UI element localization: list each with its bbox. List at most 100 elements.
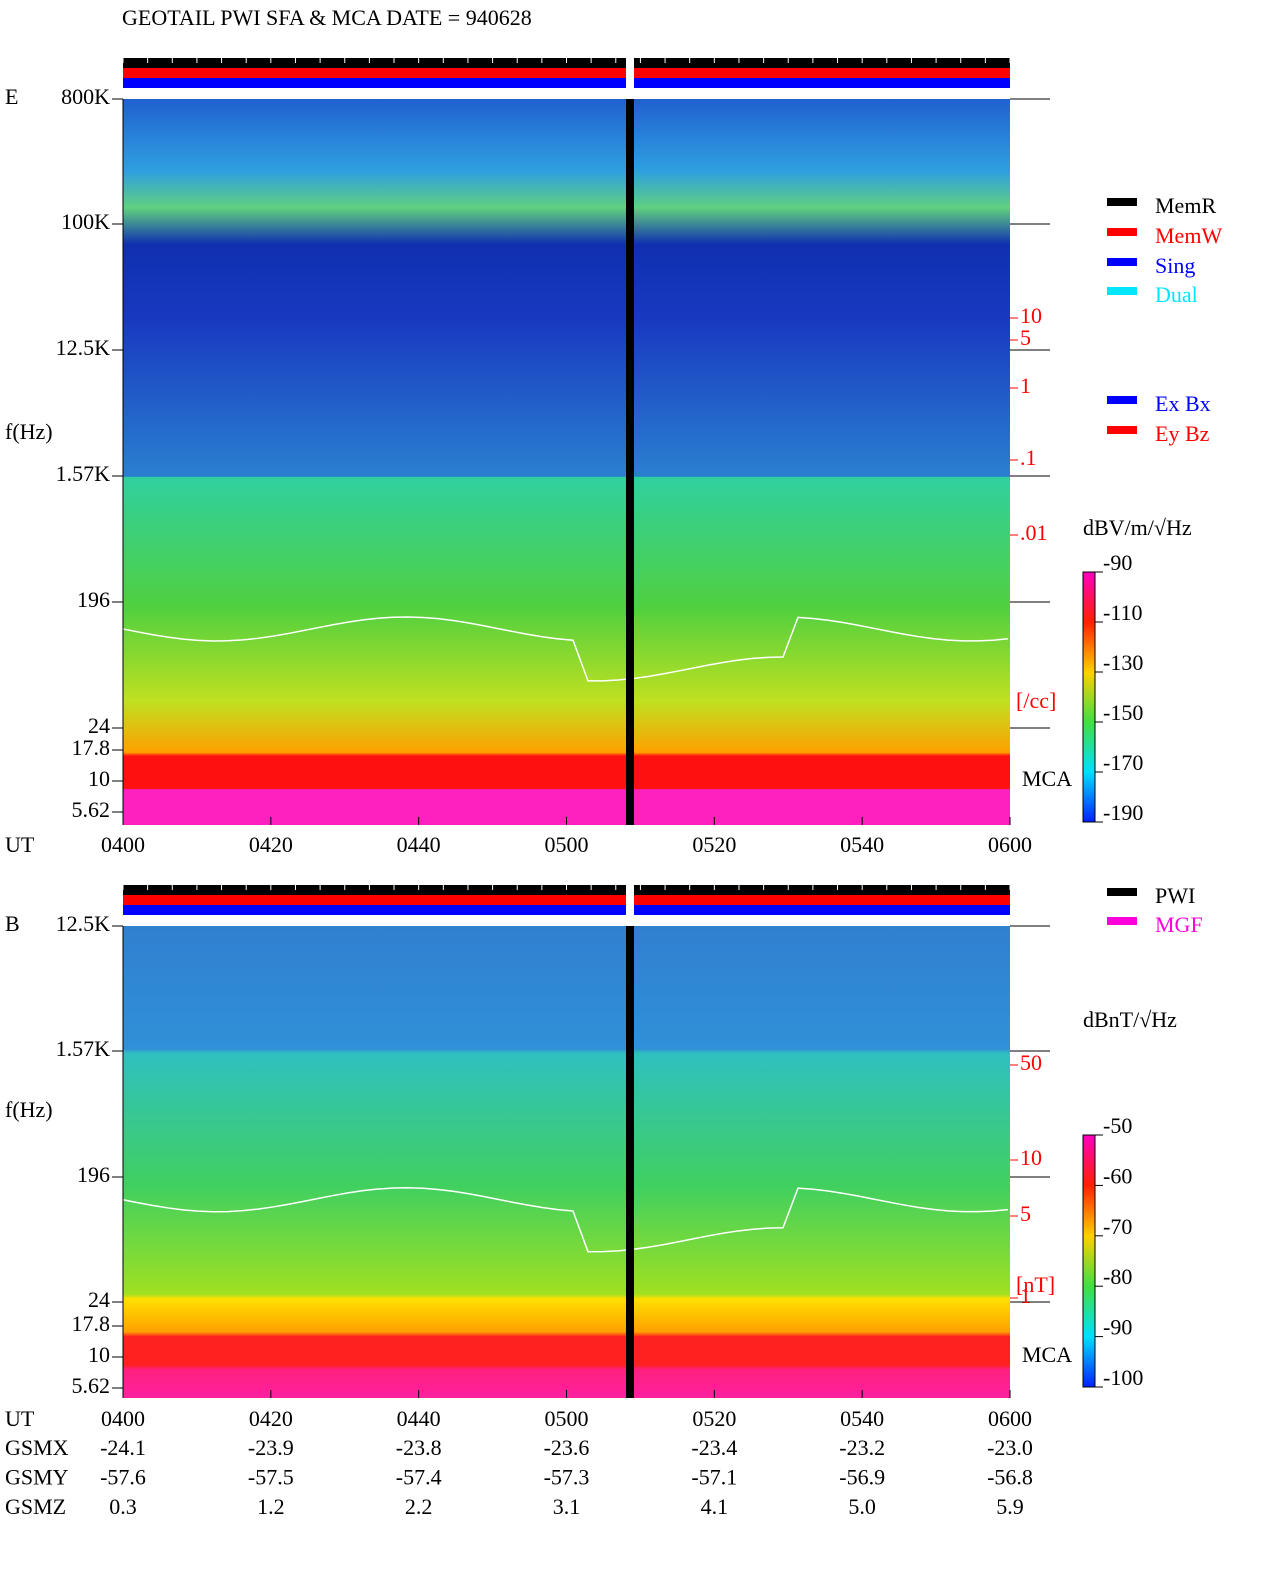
colorbar-tick-label: -150	[1103, 700, 1143, 725]
status-bar	[123, 905, 1010, 915]
status-gap	[626, 58, 634, 88]
y-axis-label: f(Hz)	[5, 419, 53, 444]
panel-label: E	[5, 84, 18, 109]
orbit-value: 3.1	[553, 1494, 581, 1519]
orbit-value: -23.0	[987, 1435, 1033, 1460]
panel-label: B	[5, 911, 20, 936]
density-tick-label: 1	[1020, 1283, 1031, 1308]
colorbar-tick-label: -50	[1103, 1113, 1132, 1138]
y-tick-label: 24	[88, 713, 110, 738]
legend-swatch	[1107, 888, 1137, 896]
legend-swatch	[1107, 426, 1137, 434]
status-bar	[123, 68, 1010, 78]
mca-label: MCA	[1022, 766, 1072, 791]
y-axis-label: f(Hz)	[5, 1097, 53, 1122]
orbit-value: 2.2	[405, 1494, 433, 1519]
x-tick-label: 0420	[249, 1406, 293, 1431]
colorbar-tick-label: -190	[1103, 800, 1143, 825]
spectrogram	[123, 926, 1010, 1398]
orbit-value: -57.3	[544, 1465, 590, 1490]
orbit-label: GSMY	[5, 1465, 69, 1490]
colorbar-tick-label: -100	[1103, 1365, 1143, 1390]
colorbar-tick-label: -110	[1103, 600, 1143, 625]
orbit-value: 5.0	[848, 1494, 876, 1519]
orbit-value: -23.9	[248, 1435, 294, 1460]
density-unit: [nT]	[1016, 1272, 1055, 1297]
status-bar	[123, 895, 1010, 905]
status-bar	[123, 78, 1010, 88]
density-tick-label: 10	[1020, 303, 1042, 328]
density-tick-label: 50	[1020, 1050, 1042, 1075]
y-tick-label: 196	[77, 587, 110, 612]
orbit-value: -23.4	[691, 1435, 737, 1460]
orbit-label: GSMZ	[5, 1494, 66, 1519]
x-tick-label: 0500	[545, 1406, 589, 1431]
density-trace	[122, 616, 1009, 682]
legend-swatch	[1107, 396, 1137, 404]
legend-label: Ex Bx	[1155, 391, 1211, 416]
mca-label: MCA	[1022, 1342, 1072, 1367]
orbit-label: GSMX	[5, 1435, 69, 1460]
x-axis-label: UT	[5, 832, 35, 857]
legend-swatch	[1107, 917, 1137, 925]
legend-label: Dual	[1155, 282, 1198, 307]
y-tick-label: 24	[88, 1287, 110, 1312]
legend-label: MemR	[1155, 193, 1216, 218]
chart-title: GEOTAIL PWI SFA & MCA DATE = 940628	[122, 5, 532, 30]
density-tick-label: 5	[1020, 1201, 1031, 1226]
x-axis-label: UT	[5, 1406, 35, 1431]
x-tick-label: 0500	[545, 832, 589, 857]
colorbar-title: dBV/m/√Hz	[1083, 515, 1192, 540]
data-gap	[626, 926, 634, 1398]
y-tick-label: 1.57K	[56, 1036, 111, 1061]
colorbar-tick-label: -60	[1103, 1163, 1132, 1188]
legend-label: PWI	[1155, 883, 1195, 908]
y-tick-label: 12.5K	[56, 911, 111, 936]
orbit-value: -24.1	[100, 1435, 146, 1460]
y-tick-label: 1.57K	[56, 461, 111, 486]
y-tick-label: 17.8	[72, 1311, 111, 1336]
orbit-value: -57.1	[691, 1465, 737, 1490]
density-tick-label: .1	[1020, 445, 1037, 470]
y-tick-label: 100K	[61, 209, 110, 234]
colorbar-tick-label: -90	[1103, 550, 1132, 575]
orbit-value: -23.2	[839, 1435, 885, 1460]
colorbar-tick-label: -170	[1103, 750, 1143, 775]
x-tick-label: 0540	[840, 1406, 884, 1431]
y-tick-label: 12.5K	[56, 335, 111, 360]
density-tick-label: 1	[1020, 373, 1031, 398]
x-tick-label: 0540	[840, 832, 884, 857]
colorbar-tick-label: -130	[1103, 650, 1143, 675]
spectrogram	[123, 99, 1010, 825]
colorbar	[1082, 571, 1096, 823]
colorbar-tick-label: -70	[1103, 1214, 1132, 1239]
colorbar-title: dBnT/√Hz	[1083, 1007, 1177, 1032]
legend-label: Sing	[1155, 253, 1195, 278]
orbit-value: -23.8	[396, 1435, 442, 1460]
orbit-value: 0.3	[109, 1494, 137, 1519]
x-tick-label: 0440	[397, 832, 441, 857]
x-tick-label: 0520	[692, 832, 736, 857]
data-gap	[626, 99, 634, 825]
orbit-value: 1.2	[257, 1494, 285, 1519]
legend-label: MGF	[1155, 912, 1203, 937]
x-tick-label: 0440	[397, 1406, 441, 1431]
y-tick-label: 5.62	[72, 1373, 111, 1398]
legend-swatch	[1107, 228, 1137, 236]
x-tick-label: 0600	[988, 832, 1032, 857]
x-tick-label: 0420	[249, 832, 293, 857]
x-tick-label: 0400	[101, 1406, 145, 1431]
y-tick-label: 10	[88, 766, 110, 791]
legend-swatch	[1107, 258, 1137, 266]
orbit-value: -57.4	[396, 1465, 442, 1490]
density-trace	[122, 1187, 1009, 1253]
density-tick-label: 5	[1020, 325, 1031, 350]
colorbar	[1082, 1134, 1096, 1388]
y-tick-label: 10	[88, 1342, 110, 1367]
orbit-value: -57.6	[100, 1465, 146, 1490]
x-tick-label: 0520	[692, 1406, 736, 1431]
legend-swatch	[1107, 287, 1137, 295]
y-tick-label: 5.62	[72, 797, 111, 822]
density-tick-label: 10	[1020, 1145, 1042, 1170]
orbit-value: -57.5	[248, 1465, 294, 1490]
